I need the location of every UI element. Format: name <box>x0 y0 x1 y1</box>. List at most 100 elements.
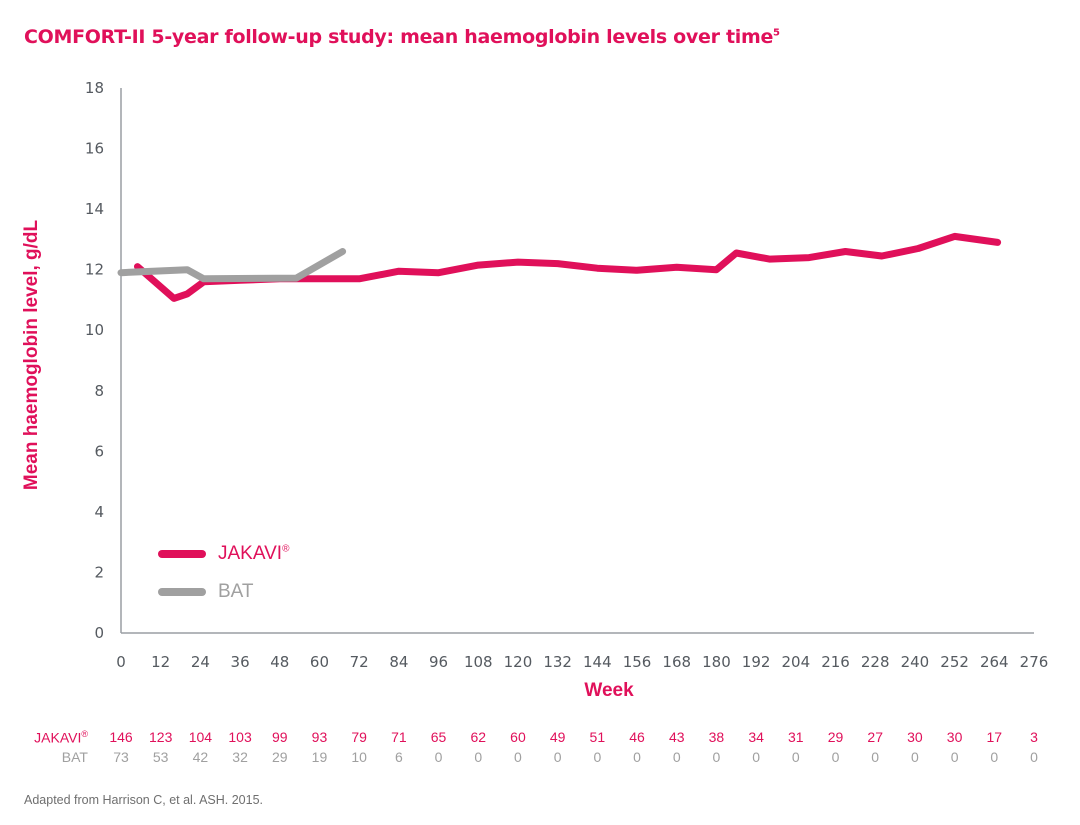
chart-title: COMFORT-II 5-year follow-up study: mean … <box>24 26 780 48</box>
risk-cell: 0 <box>593 749 602 765</box>
risk-row-jakavi: JAKAVI® 146 123 104 103 99 93 79 71 65 62 60 49 51 46… <box>0 729 1080 749</box>
risk-cell: 93 <box>311 729 328 745</box>
risk-cell: 51 <box>589 729 606 745</box>
risk-cell: 30 <box>946 729 963 745</box>
risk-cell: 34 <box>748 729 764 745</box>
risk-row-label-jakavi: JAKAVI® <box>34 729 88 746</box>
risk-cell: 103 <box>228 729 252 745</box>
risk-cell: 60 <box>510 729 526 745</box>
risk-cell: 123 <box>149 729 173 745</box>
legend-label-jakavi: JAKAVI® <box>218 543 289 565</box>
x-tick-label: 24 <box>191 653 210 671</box>
x-tick-label: 144 <box>583 653 612 671</box>
x-tick-label: 264 <box>980 653 1009 671</box>
y-tick-label: 0 <box>94 624 104 642</box>
y-tick-label: 16 <box>85 140 104 158</box>
risk-cell: 71 <box>391 729 407 745</box>
risk-cell: 27 <box>867 729 883 745</box>
risk-cell: 73 <box>113 749 129 765</box>
risk-cell: 17 <box>986 729 1003 745</box>
registered-mark: ® <box>81 729 88 739</box>
x-tick-label: 96 <box>429 653 448 671</box>
x-tick-label: 180 <box>702 653 731 671</box>
legend: JAKAVI® BAT <box>158 535 289 611</box>
x-tick-label: 120 <box>504 653 533 671</box>
x-tick-label: 108 <box>464 653 493 671</box>
risk-cell: 30 <box>907 729 923 745</box>
risk-cell: 104 <box>188 729 213 745</box>
y-tick-label: 10 <box>85 321 104 339</box>
x-tick-label: 276 <box>1020 653 1049 671</box>
risk-cell: 62 <box>470 729 487 745</box>
x-tick-label: 36 <box>231 653 250 671</box>
x-tick-label: 84 <box>389 653 408 671</box>
risk-cell: 79 <box>351 729 367 745</box>
risk-cell: 42 <box>192 749 209 765</box>
jakavi-series-line <box>134 232 1002 302</box>
risk-cell: 19 <box>311 749 328 765</box>
y-tick-label: 8 <box>94 382 104 400</box>
risk-cell: 0 <box>911 749 919 765</box>
data-series <box>117 232 1002 302</box>
risk-row-bat: BAT 73 53 42 32 29 19 10 6 0 0 0 0 0 0 0 0 0 0 0 0 0 0 0 0 <box>0 749 1080 769</box>
risk-label-jakavi-text: JAKAVI <box>34 729 82 746</box>
title-reference: 5 <box>773 27 780 39</box>
risk-cell: 0 <box>950 749 959 765</box>
x-tick-label: 48 <box>270 653 289 671</box>
bat-line-swatch-icon <box>158 588 206 596</box>
x-tick-label: 168 <box>662 653 691 671</box>
risk-cell: 0 <box>514 749 522 765</box>
risk-cell: 0 <box>990 749 999 765</box>
y-tick-label: 14 <box>85 200 104 218</box>
y-tick-label: 4 <box>94 503 104 521</box>
risk-cell: 146 <box>109 729 133 745</box>
risk-cell: 31 <box>788 729 804 745</box>
x-tick-label: 192 <box>742 653 771 671</box>
x-tick-labels: 0 12 24 36 48 60 72 84 96 108 120 132 144 156 168 180 19… <box>116 653 1048 671</box>
risk-cell: 6 <box>394 749 403 765</box>
risk-cell: 38 <box>708 729 725 745</box>
registered-mark: ® <box>282 543 290 555</box>
risk-cell: 0 <box>672 749 681 765</box>
risk-cell: 10 <box>351 749 367 765</box>
risk-cell: 0 <box>752 749 761 765</box>
y-tick-label: 2 <box>94 563 104 581</box>
bat-series-line <box>117 248 347 283</box>
risk-row-label-bat: BAT <box>61 749 88 765</box>
risk-cell: 0 <box>1030 749 1038 765</box>
risk-cell: 46 <box>629 729 645 745</box>
y-axis-label: Mean haemoglobin level, g/dL <box>21 219 42 491</box>
x-tick-label: 156 <box>623 653 652 671</box>
legend-item-jakavi: JAKAVI® <box>158 535 289 573</box>
x-axis-label: Week <box>584 680 634 701</box>
axes <box>120 88 1034 634</box>
x-tick-label: 240 <box>901 653 930 671</box>
risk-cell: 0 <box>712 749 721 765</box>
x-tick-label: 252 <box>940 653 969 671</box>
legend-label-jakavi-text: JAKAVI <box>218 543 283 564</box>
risk-cell: 49 <box>549 729 566 745</box>
risk-cell: 29 <box>827 729 844 745</box>
risk-cell: 0 <box>434 749 443 765</box>
risk-cell: 0 <box>633 749 641 765</box>
risk-cell: 0 <box>791 749 800 765</box>
risk-cell: 43 <box>668 729 685 745</box>
jakavi-line-swatch-icon <box>158 550 206 558</box>
y-tick-label: 18 <box>85 79 104 97</box>
risk-cell: 0 <box>831 749 840 765</box>
x-tick-label: 72 <box>350 653 369 671</box>
risk-cell: 65 <box>430 729 447 745</box>
chart-title-text: COMFORT-II 5-year follow-up study: mean … <box>24 26 774 48</box>
x-tick-label: 228 <box>861 653 890 671</box>
y-tick-labels: 0 2 4 6 8 10 12 14 16 18 <box>85 79 104 642</box>
risk-cell: 99 <box>271 729 288 745</box>
source-footnote: Adapted from Harrison C, et al. ASH. 201… <box>24 793 264 807</box>
risk-cell: 32 <box>232 749 248 765</box>
x-tick-label: 12 <box>151 653 170 671</box>
y-tick-label: 6 <box>94 442 104 460</box>
x-tick-label: 60 <box>310 653 329 671</box>
y-tick-label: 12 <box>85 261 104 279</box>
legend-label-bat: BAT <box>218 581 254 602</box>
risk-cell: 0 <box>474 749 483 765</box>
